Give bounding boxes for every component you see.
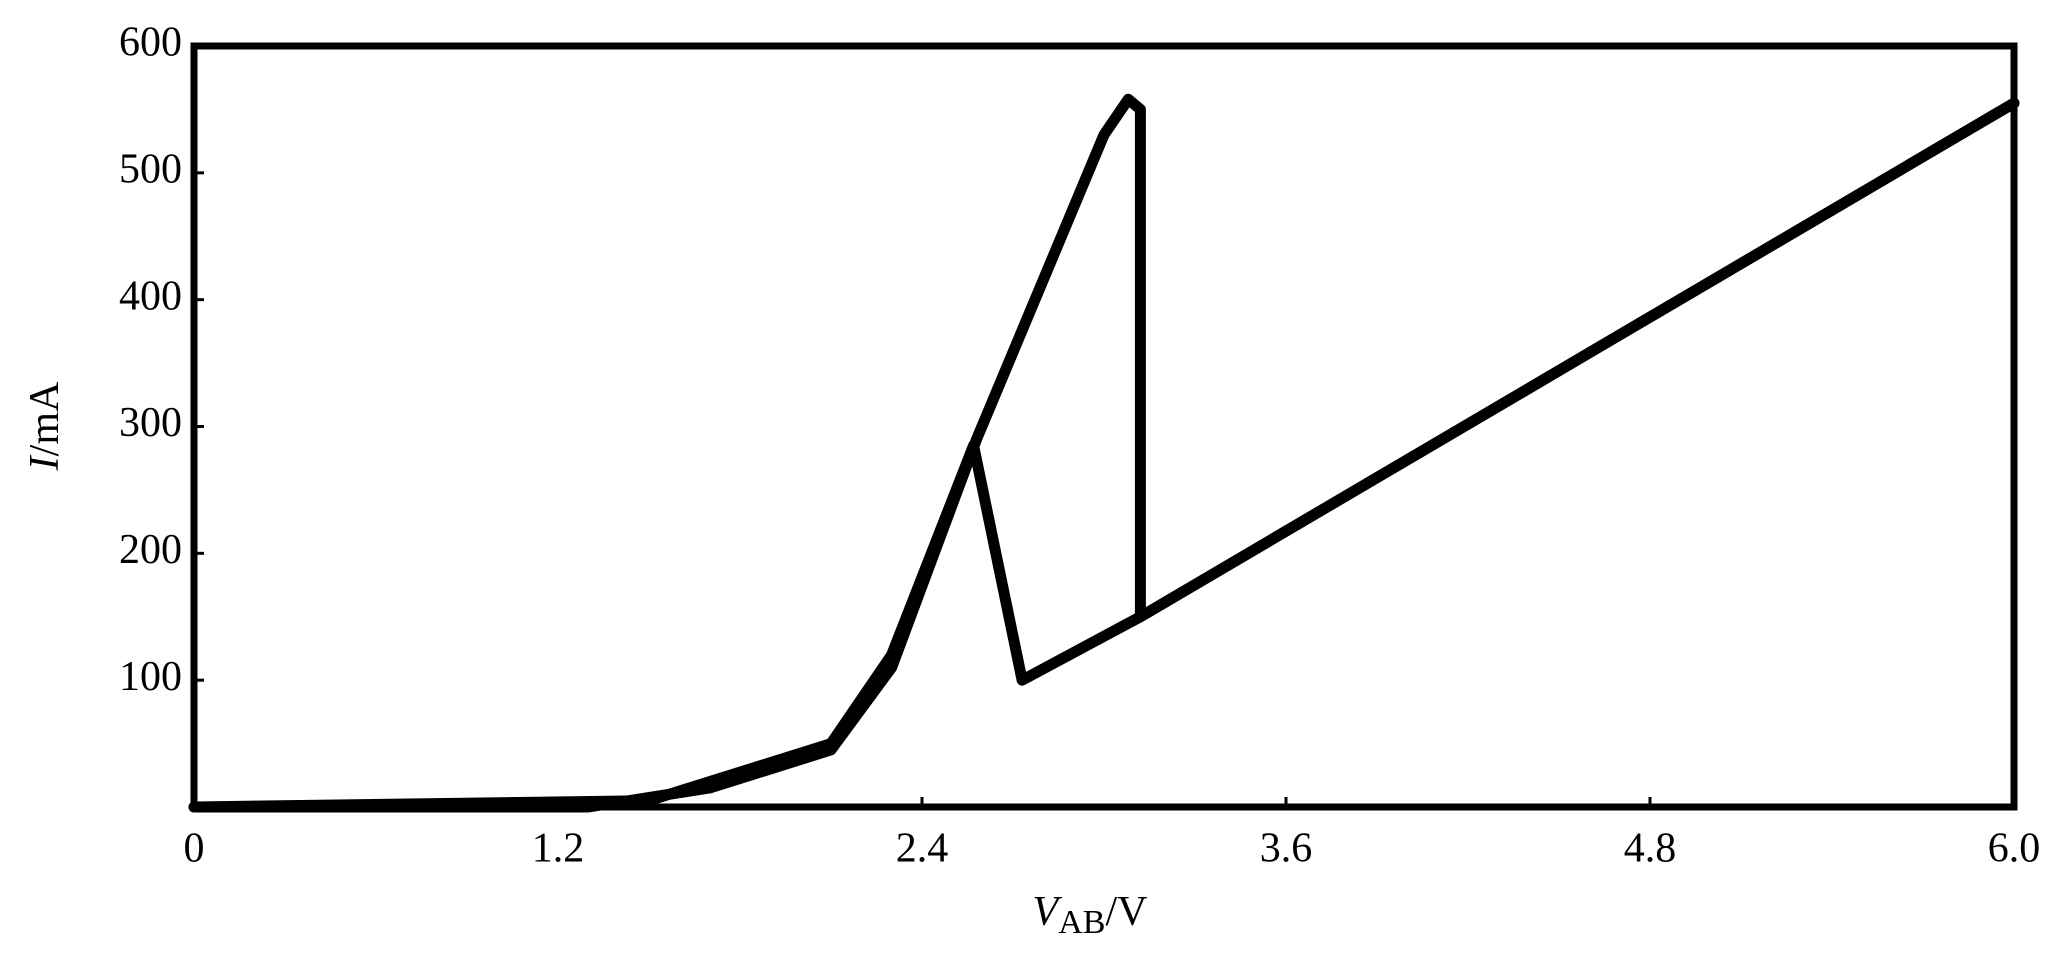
curve [188,97,2020,813]
x-tick-label: 2.4 [896,826,949,872]
x-tick-label: 4.8 [1624,826,1677,872]
y-label-symbol: I [22,454,68,471]
x-tick-label: 3.6 [1260,826,1313,872]
plot-frame [190,42,2018,811]
y-tick-label: 100 [119,654,182,700]
y-tick-label: 200 [119,527,182,573]
y-tick-label: 600 [119,20,182,66]
x-tick-label: 6.0 [1988,826,2041,872]
y-tick-label: 300 [119,400,182,446]
y-tick-label: 500 [119,146,182,192]
x-tick-label: 0 [184,826,205,872]
x-axis-label: VAB/V [1033,889,1148,941]
y-tick-label: 400 [119,273,182,319]
x-label-symbol: V [1033,889,1063,935]
x-tick-label: 1.2 [532,826,585,872]
x-label-unit: /V [1105,889,1147,935]
x-label-subscript: AB [1058,904,1105,941]
curve [188,93,2020,813]
y-label-unit: /mA [22,381,68,456]
y-axis-label: I/mA [22,381,68,471]
